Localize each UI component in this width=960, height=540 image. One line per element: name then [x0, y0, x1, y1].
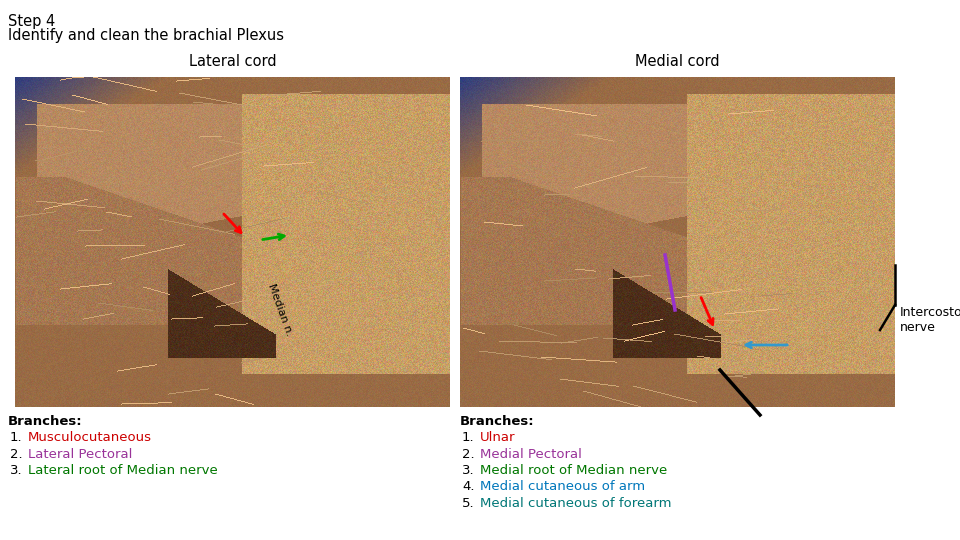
Text: Medial Pectoral: Medial Pectoral	[480, 448, 582, 461]
Text: 2.: 2.	[462, 448, 474, 461]
Text: Intercostobrachial
nerve: Intercostobrachial nerve	[900, 306, 960, 334]
Text: Step 4: Step 4	[8, 14, 56, 29]
Text: Lateral Pectoral: Lateral Pectoral	[28, 448, 132, 461]
Text: Branches:: Branches:	[8, 415, 83, 428]
Text: 2.: 2.	[10, 448, 23, 461]
Text: Medial cutaneous of forearm: Medial cutaneous of forearm	[480, 497, 671, 510]
Text: Identify and clean the brachial Plexus: Identify and clean the brachial Plexus	[8, 28, 284, 43]
Text: Ulnar: Ulnar	[480, 431, 516, 444]
Text: Lateral root of Median nerve: Lateral root of Median nerve	[28, 464, 218, 477]
Text: Median n.: Median n.	[266, 282, 294, 338]
Text: Medial cord: Medial cord	[636, 54, 720, 69]
Text: Medial cutaneous of arm: Medial cutaneous of arm	[480, 481, 645, 494]
Text: Medial root of Median nerve: Medial root of Median nerve	[480, 464, 667, 477]
Text: 4.: 4.	[462, 481, 474, 494]
Text: Branches:: Branches:	[460, 415, 535, 428]
Text: Musculocutaneous: Musculocutaneous	[28, 431, 152, 444]
Text: 1.: 1.	[10, 431, 23, 444]
Text: 1.: 1.	[462, 431, 474, 444]
Text: 5.: 5.	[462, 497, 474, 510]
Text: Lateral cord: Lateral cord	[189, 54, 276, 69]
Text: 3.: 3.	[10, 464, 23, 477]
Text: 3.: 3.	[462, 464, 474, 477]
